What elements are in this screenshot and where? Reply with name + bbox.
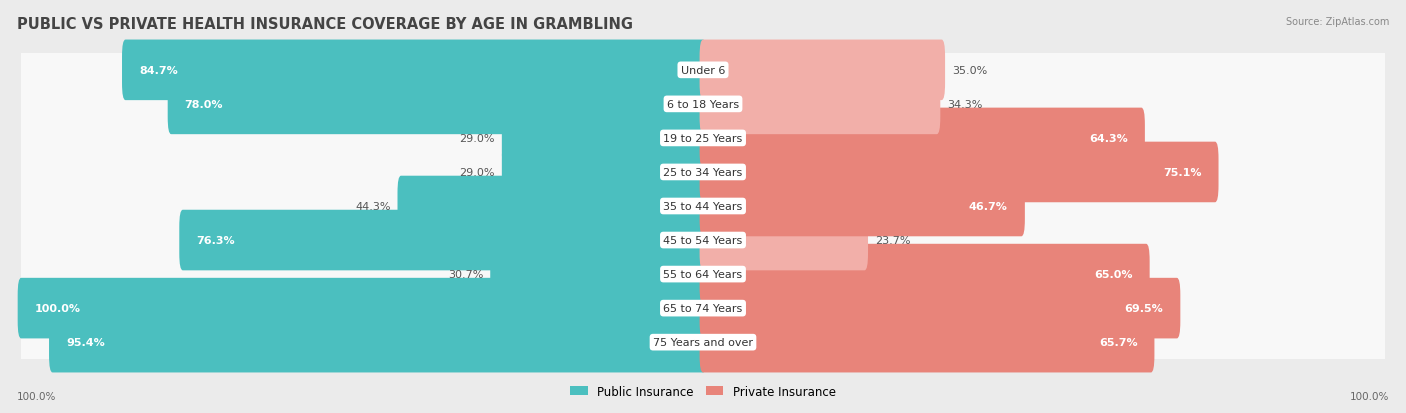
FancyBboxPatch shape: [700, 74, 941, 135]
Text: 65.7%: 65.7%: [1098, 337, 1137, 347]
Text: 44.3%: 44.3%: [356, 202, 391, 211]
FancyBboxPatch shape: [700, 108, 1144, 169]
FancyBboxPatch shape: [502, 142, 706, 203]
Text: 100.0%: 100.0%: [17, 391, 56, 401]
Text: 6 to 18 Years: 6 to 18 Years: [666, 100, 740, 109]
FancyBboxPatch shape: [167, 74, 706, 135]
Text: 75 Years and over: 75 Years and over: [652, 337, 754, 347]
Text: 65 to 74 Years: 65 to 74 Years: [664, 304, 742, 313]
Text: 23.7%: 23.7%: [875, 235, 910, 245]
Text: 29.0%: 29.0%: [460, 168, 495, 178]
FancyBboxPatch shape: [700, 176, 1025, 237]
FancyBboxPatch shape: [700, 278, 1181, 339]
Text: 64.3%: 64.3%: [1090, 133, 1128, 144]
FancyBboxPatch shape: [491, 244, 706, 305]
FancyBboxPatch shape: [49, 312, 706, 373]
Legend: Public Insurance, Private Insurance: Public Insurance, Private Insurance: [565, 380, 841, 402]
Text: 100.0%: 100.0%: [1350, 391, 1389, 401]
Text: 95.4%: 95.4%: [66, 337, 105, 347]
Text: 78.0%: 78.0%: [184, 100, 224, 109]
FancyBboxPatch shape: [700, 244, 1150, 305]
FancyBboxPatch shape: [15, 77, 1391, 133]
FancyBboxPatch shape: [122, 40, 706, 101]
Text: Source: ZipAtlas.com: Source: ZipAtlas.com: [1285, 17, 1389, 26]
Text: 75.1%: 75.1%: [1163, 168, 1202, 178]
FancyBboxPatch shape: [15, 111, 1391, 166]
FancyBboxPatch shape: [15, 145, 1391, 200]
FancyBboxPatch shape: [502, 108, 706, 169]
Text: 84.7%: 84.7%: [139, 66, 177, 76]
FancyBboxPatch shape: [700, 312, 1154, 373]
FancyBboxPatch shape: [15, 280, 1391, 336]
Text: PUBLIC VS PRIVATE HEALTH INSURANCE COVERAGE BY AGE IN GRAMBLING: PUBLIC VS PRIVATE HEALTH INSURANCE COVER…: [17, 17, 633, 31]
Text: 76.3%: 76.3%: [197, 235, 235, 245]
Text: 29.0%: 29.0%: [460, 133, 495, 144]
Text: 35 to 44 Years: 35 to 44 Years: [664, 202, 742, 211]
FancyBboxPatch shape: [398, 176, 706, 237]
FancyBboxPatch shape: [15, 179, 1391, 234]
Text: 30.7%: 30.7%: [449, 269, 484, 280]
Text: 46.7%: 46.7%: [969, 202, 1008, 211]
FancyBboxPatch shape: [15, 213, 1391, 268]
Text: 69.5%: 69.5%: [1125, 304, 1163, 313]
Text: 100.0%: 100.0%: [35, 304, 80, 313]
FancyBboxPatch shape: [700, 210, 868, 271]
Text: 34.3%: 34.3%: [948, 100, 983, 109]
Text: 25 to 34 Years: 25 to 34 Years: [664, 168, 742, 178]
FancyBboxPatch shape: [15, 247, 1391, 302]
Text: 65.0%: 65.0%: [1094, 269, 1133, 280]
Text: 45 to 54 Years: 45 to 54 Years: [664, 235, 742, 245]
FancyBboxPatch shape: [700, 142, 1219, 203]
Text: Under 6: Under 6: [681, 66, 725, 76]
Text: 19 to 25 Years: 19 to 25 Years: [664, 133, 742, 144]
Text: 35.0%: 35.0%: [952, 66, 987, 76]
FancyBboxPatch shape: [700, 40, 945, 101]
FancyBboxPatch shape: [15, 314, 1391, 370]
FancyBboxPatch shape: [15, 43, 1391, 99]
FancyBboxPatch shape: [180, 210, 706, 271]
FancyBboxPatch shape: [18, 278, 706, 339]
Text: 55 to 64 Years: 55 to 64 Years: [664, 269, 742, 280]
